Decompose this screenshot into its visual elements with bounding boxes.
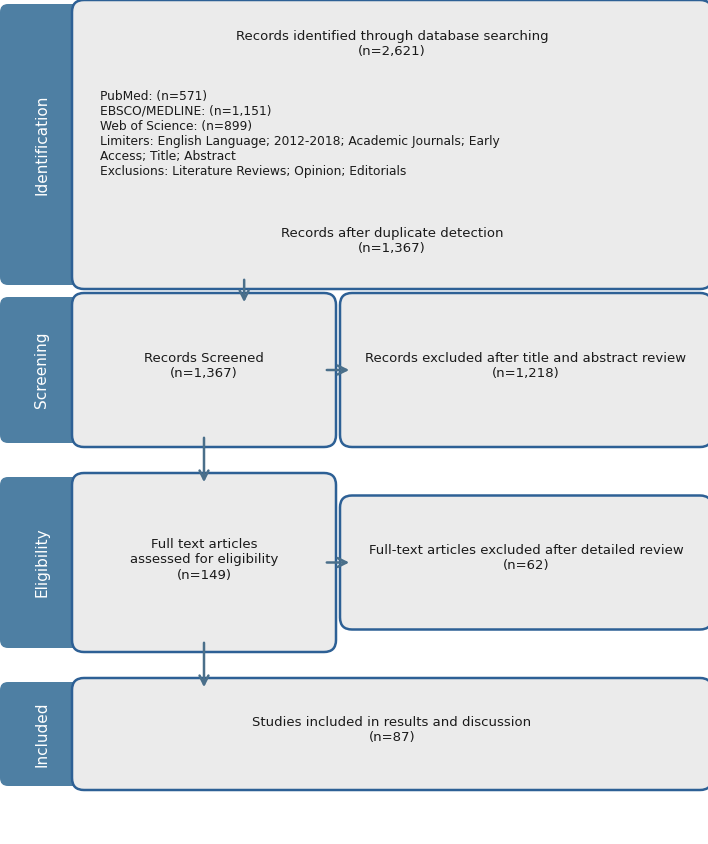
Text: Screening: Screening [35,332,50,408]
FancyBboxPatch shape [72,0,708,289]
Text: Full text articles
assessed for eligibility
(n=149): Full text articles assessed for eligibil… [130,538,278,582]
FancyBboxPatch shape [72,678,708,790]
FancyBboxPatch shape [0,4,84,285]
Text: Eligibility: Eligibility [35,528,50,598]
Text: Studies included in results and discussion
(n=87): Studies included in results and discussi… [253,716,532,744]
FancyBboxPatch shape [0,682,84,786]
Text: Records after duplicate detection
(n=1,367): Records after duplicate detection (n=1,3… [281,227,503,255]
FancyBboxPatch shape [340,495,708,630]
FancyBboxPatch shape [72,473,336,652]
FancyBboxPatch shape [0,477,84,648]
FancyBboxPatch shape [72,293,336,447]
Text: Included: Included [35,701,50,766]
Text: PubMed: (n=571)
EBSCO/MEDLINE: (n=1,151)
Web of Science: (n=899)
Limiters: Engli: PubMed: (n=571) EBSCO/MEDLINE: (n=1,151)… [100,90,500,178]
Text: Records identified through database searching
(n=2,621): Records identified through database sear… [236,30,548,58]
Text: Full-text articles excluded after detailed review
(n=62): Full-text articles excluded after detail… [369,544,683,572]
Text: Identification: Identification [35,95,50,195]
Text: Records excluded after title and abstract review
(n=1,218): Records excluded after title and abstrac… [365,352,687,380]
Text: Records Screened
(n=1,367): Records Screened (n=1,367) [144,352,264,380]
FancyBboxPatch shape [0,297,84,443]
FancyBboxPatch shape [340,293,708,447]
